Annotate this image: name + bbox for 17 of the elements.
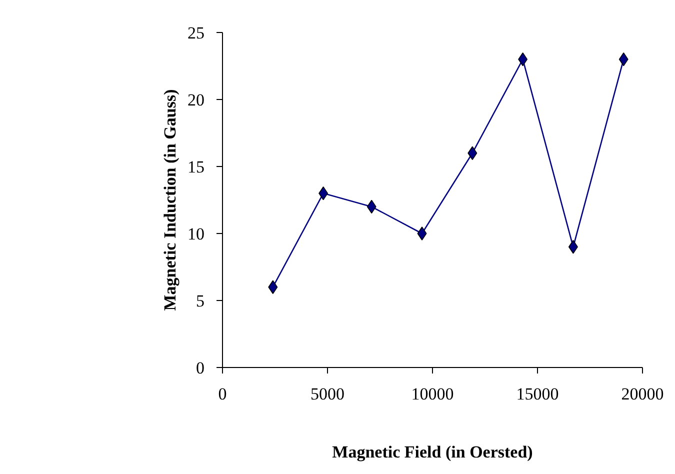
point bbox=[568, 240, 578, 254]
point bbox=[468, 146, 478, 160]
point bbox=[417, 226, 427, 240]
y-tick-label: 5 bbox=[196, 292, 204, 310]
x-tick-label: 0 bbox=[218, 384, 227, 404]
x-tick-label: 5000 bbox=[310, 384, 344, 404]
y-tick-label: 15 bbox=[188, 158, 204, 176]
point bbox=[268, 280, 278, 294]
y-tick-label: 0 bbox=[196, 358, 204, 378]
x-tick-label: 15000 bbox=[516, 384, 559, 404]
x-axis-title: Magnetic Field (in Oersted) bbox=[332, 442, 533, 462]
y-tick-label: 20 bbox=[188, 90, 204, 110]
x-tick-label: 20000 bbox=[621, 384, 664, 404]
y-tick-label: 25 bbox=[188, 24, 204, 42]
y-tick-label: 10 bbox=[188, 224, 204, 244]
x-tick-label: 10000 bbox=[411, 384, 454, 404]
y-axis-title: Magnetic Induction (in Gauss) bbox=[160, 89, 180, 311]
